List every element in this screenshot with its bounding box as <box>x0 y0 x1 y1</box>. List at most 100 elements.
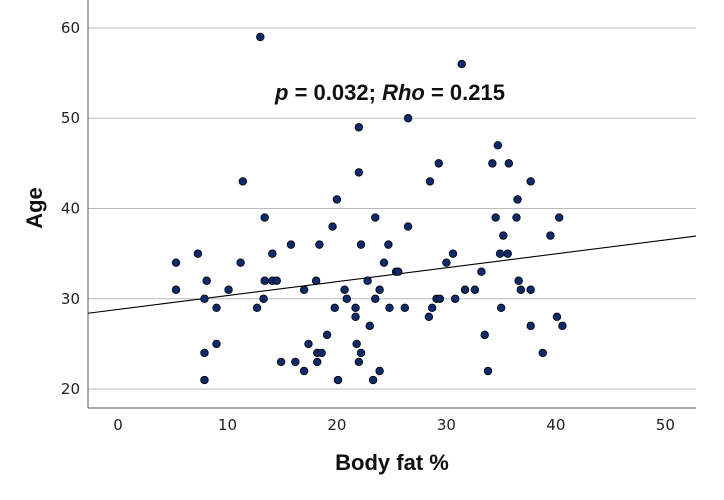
data-point <box>333 375 343 385</box>
data-point <box>354 123 364 132</box>
data-point <box>504 159 514 168</box>
data-point <box>268 249 277 258</box>
data-point <box>351 303 360 313</box>
data-point <box>552 312 562 322</box>
data-point <box>427 303 437 313</box>
data-point <box>252 303 262 313</box>
p-label: p <box>274 80 288 105</box>
x-axis-label: Body fat % <box>335 450 449 475</box>
data-point <box>224 285 233 294</box>
data-point <box>342 294 351 303</box>
data-point <box>256 32 265 42</box>
data-points <box>171 32 567 385</box>
rho-value: = 0.215 <box>425 80 505 105</box>
data-point <box>480 330 489 340</box>
data-point <box>448 249 458 258</box>
data-point <box>236 258 245 267</box>
x-tick-labels: 0 10 20 30 40 50 <box>113 416 675 434</box>
data-point <box>276 357 286 367</box>
data-point <box>313 357 322 367</box>
data-point <box>495 249 505 258</box>
data-point <box>483 366 493 376</box>
regression-line <box>87 235 697 314</box>
data-point <box>291 357 300 367</box>
data-point <box>470 285 480 294</box>
data-point <box>400 303 410 313</box>
data-point <box>435 294 445 303</box>
data-point <box>200 348 209 358</box>
data-point <box>460 285 470 294</box>
data-point <box>171 258 181 267</box>
x-tick-label: 10 <box>218 416 237 434</box>
data-point <box>375 285 384 294</box>
y-axis-label: Age <box>22 187 47 229</box>
data-point <box>304 339 313 349</box>
data-point <box>371 213 380 222</box>
data-point <box>546 231 555 240</box>
data-point <box>368 375 378 385</box>
data-point <box>384 240 393 249</box>
data-point <box>503 249 512 258</box>
y-tick-label: 30 <box>61 290 80 308</box>
data-point <box>286 240 296 249</box>
data-point <box>322 330 332 340</box>
data-point <box>354 357 364 367</box>
data-point <box>363 276 372 285</box>
data-point <box>514 276 523 285</box>
data-point <box>375 366 384 376</box>
data-point <box>450 294 460 303</box>
y-tick-label: 20 <box>61 380 80 398</box>
data-point <box>356 348 366 358</box>
p-value: = 0.032; <box>288 80 382 105</box>
data-point <box>442 258 451 267</box>
gridlines <box>88 27 696 390</box>
data-point <box>272 276 281 285</box>
data-point <box>526 321 535 331</box>
data-point <box>332 195 342 204</box>
data-point <box>499 231 508 240</box>
data-point <box>212 339 221 349</box>
data-point <box>488 159 497 168</box>
data-point <box>171 285 181 294</box>
data-point <box>340 285 349 294</box>
x-tick-label: 0 <box>113 416 123 434</box>
data-point <box>434 159 443 168</box>
data-point <box>299 285 309 294</box>
data-point <box>379 258 389 267</box>
data-point <box>491 213 500 222</box>
data-point <box>554 213 564 222</box>
data-point <box>365 321 374 331</box>
data-point <box>493 141 503 150</box>
data-point <box>259 294 268 303</box>
data-point <box>385 303 394 313</box>
data-point <box>299 366 309 376</box>
data-point <box>317 348 326 358</box>
data-point <box>526 285 535 294</box>
data-point <box>354 168 364 177</box>
data-point <box>425 177 435 186</box>
x-tick-label: 30 <box>437 416 456 434</box>
annotation: p = 0.032; Rho = 0.215 <box>274 80 505 105</box>
data-point <box>330 303 339 313</box>
y-tick-label: 40 <box>61 200 80 218</box>
data-point <box>200 294 209 303</box>
y-tick-label: 60 <box>61 19 80 37</box>
data-point <box>496 303 506 313</box>
y-tick-labels: 20 30 40 50 60 <box>61 19 80 398</box>
data-point <box>403 222 413 231</box>
data-point <box>202 276 211 285</box>
data-point <box>315 240 324 249</box>
data-point <box>238 177 247 186</box>
data-point <box>311 276 321 285</box>
data-point <box>371 294 380 303</box>
data-point <box>477 267 486 276</box>
x-tick-label: 40 <box>546 416 565 434</box>
data-point <box>193 249 203 258</box>
data-point <box>424 312 434 322</box>
data-point <box>403 114 413 123</box>
data-point <box>526 177 535 186</box>
data-point <box>200 375 209 385</box>
data-point <box>538 348 547 358</box>
data-point <box>260 276 269 285</box>
